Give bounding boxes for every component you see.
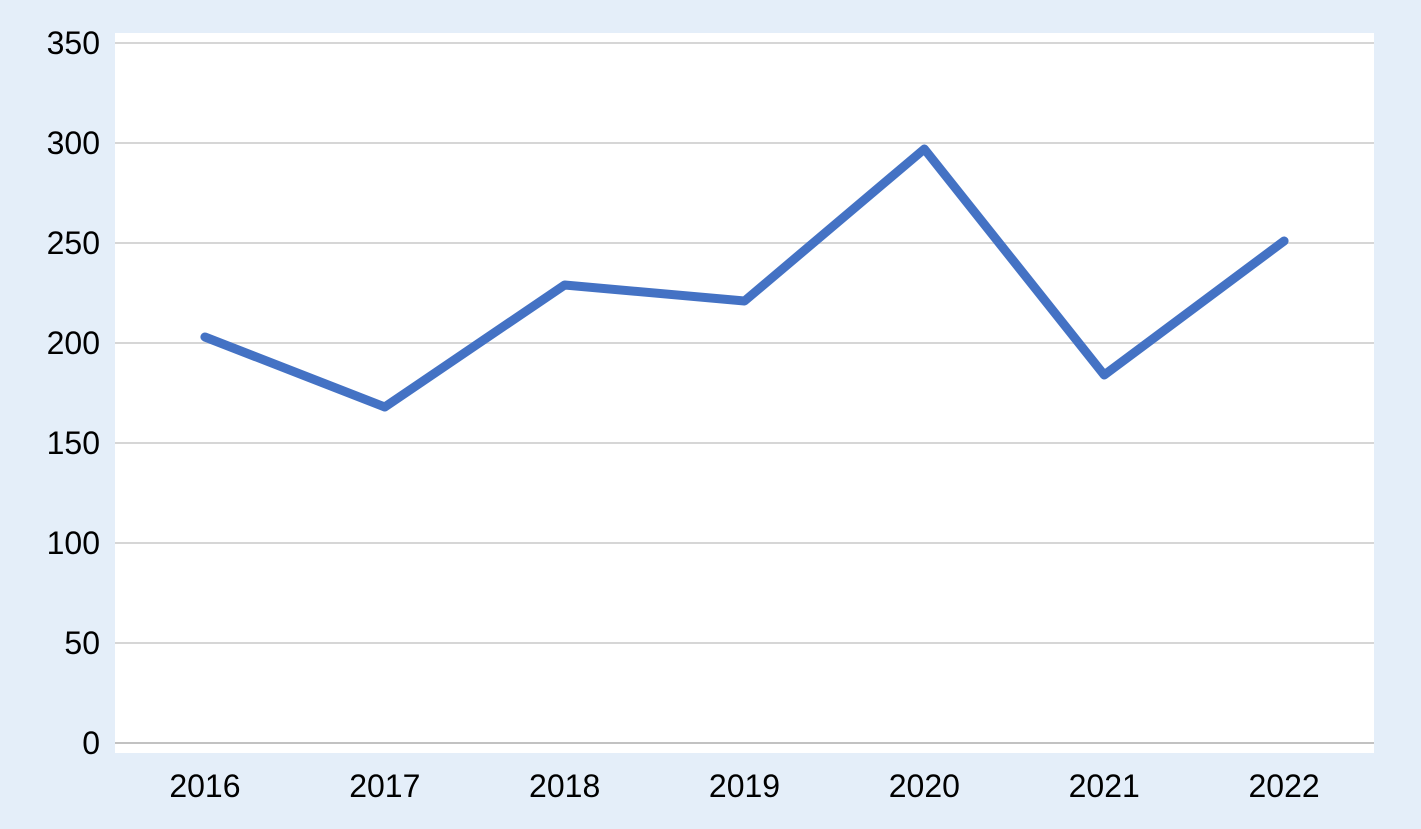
x-tick-label: 2018 (529, 768, 601, 804)
data-line (200, 144, 1289, 412)
y-tick-label: 50 (64, 625, 100, 661)
y-tick-label: 100 (46, 525, 100, 561)
x-tick-label: 2022 (1248, 768, 1320, 804)
x-tick-label: 2019 (708, 768, 781, 804)
x-tick-label: 2020 (888, 768, 960, 804)
y-tick-label: 350 (46, 25, 100, 61)
x-tick-label: 2021 (1068, 768, 1140, 804)
y-tick-label: 250 (46, 225, 100, 261)
data-series (200, 144, 1289, 412)
gridlines (115, 42, 1374, 744)
y-tick-label: 300 (46, 125, 100, 161)
y-tick-label: 150 (46, 425, 100, 461)
y-tick-label: 0 (82, 725, 100, 761)
x-tick-label: 2016 (169, 768, 241, 804)
chart-canvas (115, 42, 1374, 744)
x-tick-label: 2017 (349, 768, 421, 804)
plot-area (115, 33, 1374, 753)
y-tick-label: 200 (46, 325, 100, 361)
